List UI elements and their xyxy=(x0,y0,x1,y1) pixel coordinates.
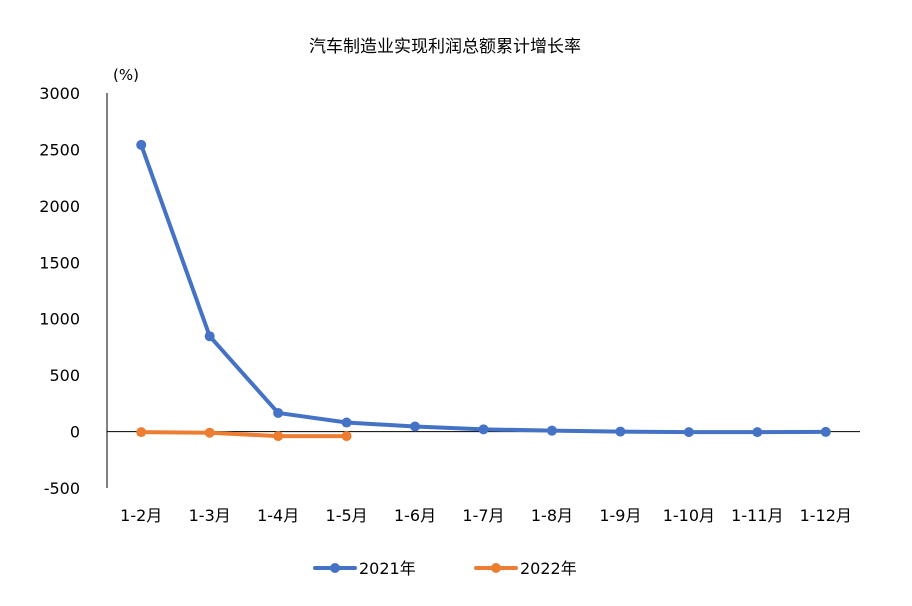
series-line xyxy=(139,430,349,439)
x-tick-label: 1-6月 xyxy=(394,506,436,525)
data-point xyxy=(410,421,421,432)
y-unit-label: (%) xyxy=(113,66,139,84)
data-point xyxy=(273,407,284,418)
legend-item: 2021年 xyxy=(313,559,416,578)
y-tick-label: 0 xyxy=(70,423,80,442)
legend-item: 2022年 xyxy=(474,559,577,578)
legend-marker xyxy=(491,563,501,573)
data-point xyxy=(136,427,147,438)
x-tick-label: 1-10月 xyxy=(663,506,715,525)
x-tick-label: 1-11月 xyxy=(731,506,783,525)
y-tick-label: 500 xyxy=(49,366,80,385)
data-point xyxy=(546,425,557,436)
legend: 2021年 2022年 xyxy=(313,559,577,578)
data-point xyxy=(820,426,831,437)
data-point xyxy=(204,427,215,438)
y-tick-label: 1000 xyxy=(39,310,80,329)
chart-title: 汽车制造业实现利润总额累计增长率 xyxy=(309,37,581,57)
series-2 xyxy=(136,427,352,442)
data-point xyxy=(204,331,215,342)
x-tick-label: 1-5月 xyxy=(326,506,368,525)
series-line xyxy=(139,142,828,435)
x-tick-label: 1-2月 xyxy=(120,506,162,525)
y-tick-label: 3000 xyxy=(39,84,80,103)
data-point xyxy=(273,431,284,442)
y-tick-label: 1500 xyxy=(39,253,80,272)
y-tick-labels: 3000 2500 2000 1500 1000 500 0 -500 xyxy=(39,84,80,498)
data-point xyxy=(683,427,694,438)
legend-label: 2022年 xyxy=(520,559,577,578)
data-point xyxy=(136,139,147,150)
x-tick-label: 1-9月 xyxy=(599,506,641,525)
data-point xyxy=(478,424,489,435)
legend-label: 2021年 xyxy=(359,559,416,578)
x-tick-label: 1-3月 xyxy=(189,506,231,525)
x-tick-label: 1-7月 xyxy=(462,506,504,525)
series-group xyxy=(136,139,831,442)
data-point xyxy=(341,431,352,442)
legend-marker xyxy=(330,563,340,573)
data-point xyxy=(341,417,352,428)
series-1 xyxy=(136,139,831,438)
y-tick-label: 2500 xyxy=(39,140,80,159)
x-tick-label: 1-4月 xyxy=(257,506,299,525)
y-tick-label: -500 xyxy=(44,479,80,498)
y-tick-label: 2000 xyxy=(39,197,80,216)
x-tick-label: 1-8月 xyxy=(531,506,573,525)
x-tick-labels: 1-2月 1-3月 1-4月 1-5月 1-6月 1-7月 1-8月 1-9月 1-10月 1-1… xyxy=(120,506,852,525)
data-point xyxy=(752,427,763,438)
x-tick-label: 1-12月 xyxy=(800,506,852,525)
data-point xyxy=(615,426,626,437)
